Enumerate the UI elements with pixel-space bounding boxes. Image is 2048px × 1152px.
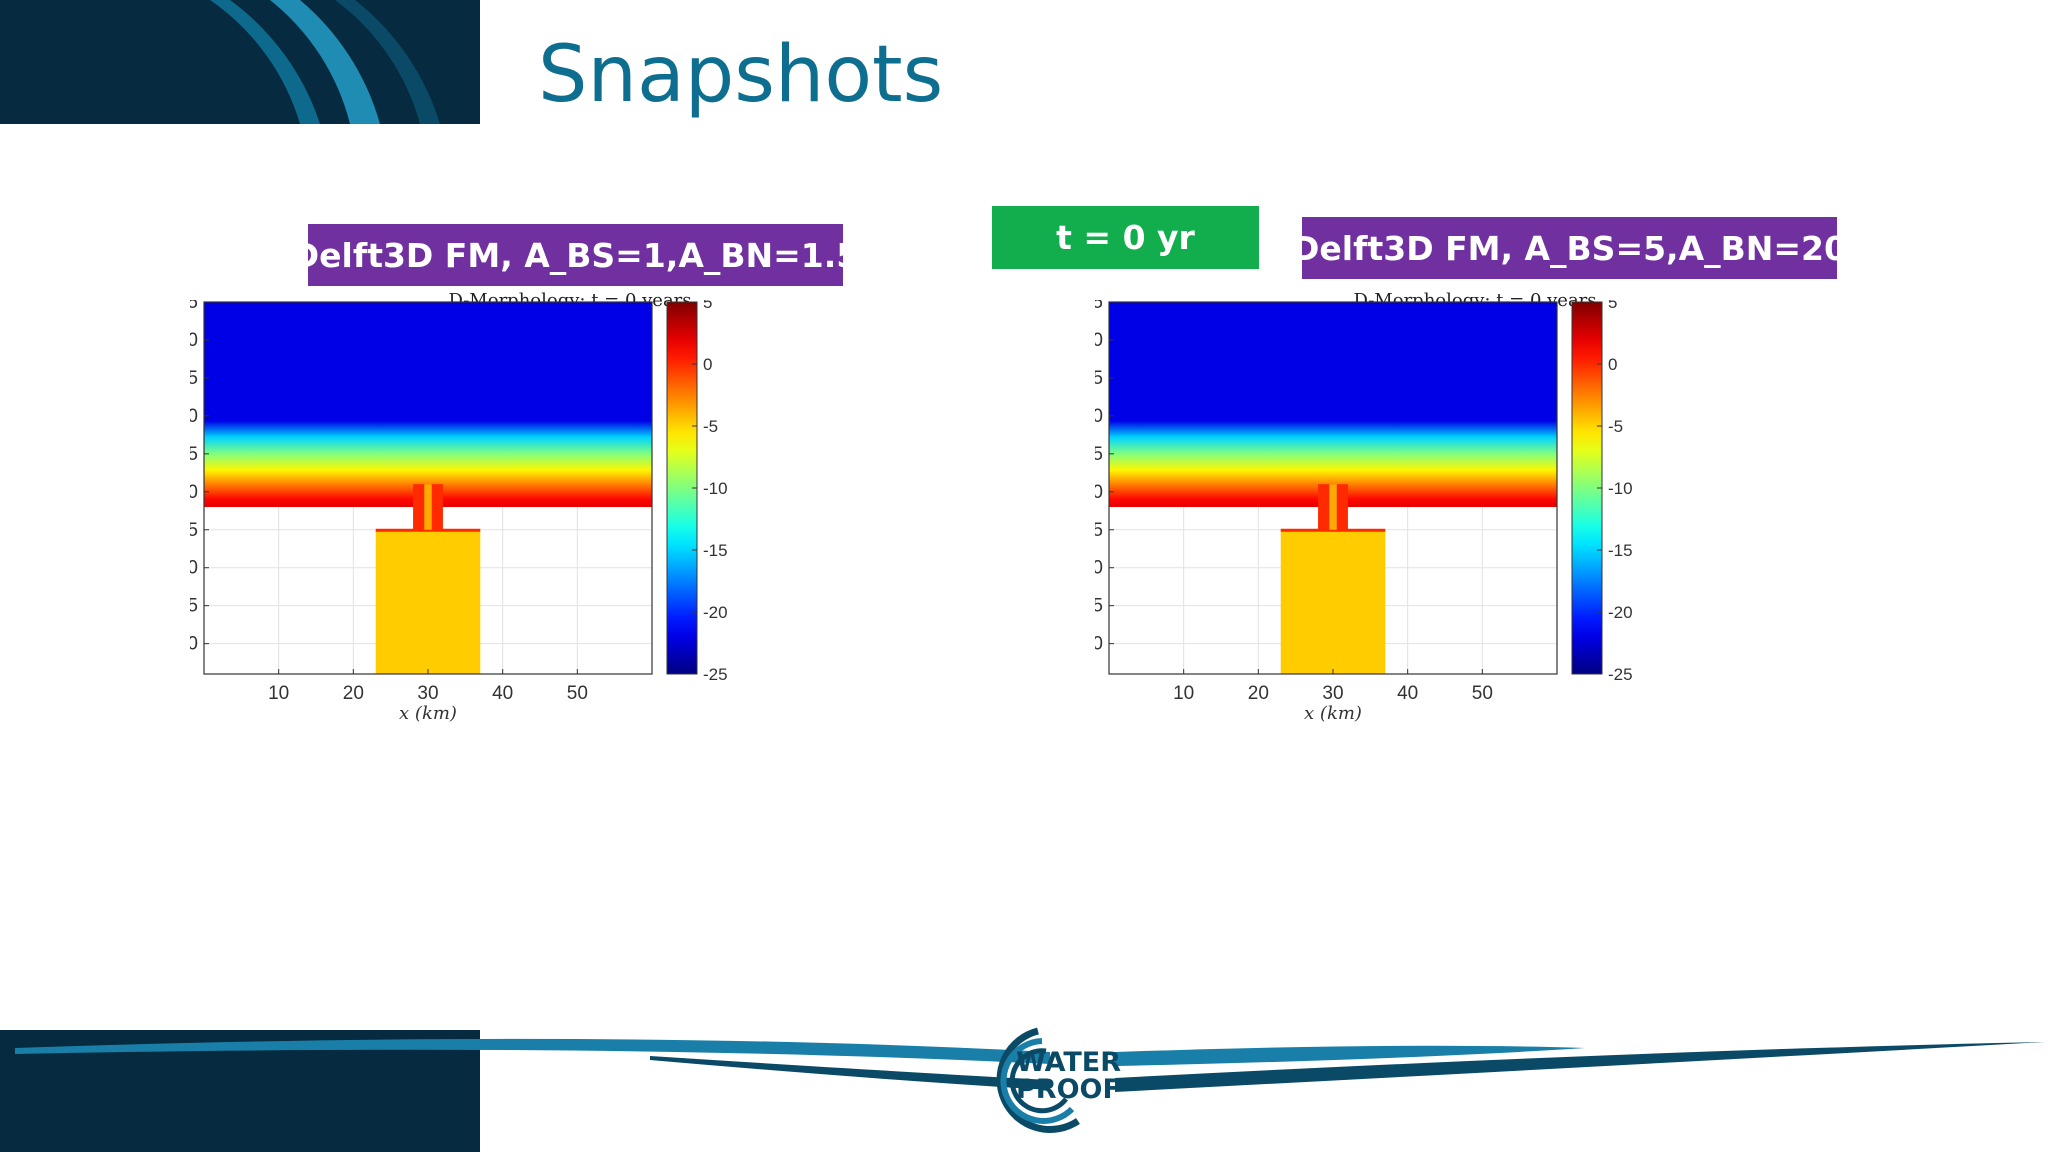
y-tick-label: 155 <box>1095 300 1103 313</box>
page-title: Snapshots <box>538 30 944 120</box>
colorbar-tick-label: -5 <box>703 417 718 436</box>
inlet-core <box>424 484 432 530</box>
inlet-core <box>1329 484 1337 530</box>
y-tick-label: 120 <box>1095 558 1103 579</box>
colorbar-tick-label: -25 <box>703 665 728 684</box>
colorbar-tick-label: 0 <box>703 355 712 374</box>
x-tick-label: 20 <box>1248 683 1269 704</box>
y-tick-label: 120 <box>190 558 198 579</box>
y-tick-label: 135 <box>1095 444 1103 465</box>
colorbar-tick-label: -15 <box>1608 541 1633 560</box>
y-tick-label: 115 <box>190 596 198 617</box>
logo-text-proof: PROOF <box>1016 1074 1121 1105</box>
colorbar-tick-label: 5 <box>1608 300 1617 312</box>
x-tick-label: 30 <box>417 683 438 704</box>
sea-region <box>1109 302 1557 507</box>
y-tick-label: 145 <box>1095 368 1103 389</box>
land-rim <box>375 528 481 532</box>
x-tick-label: 40 <box>1397 683 1418 704</box>
sea-region <box>204 302 652 507</box>
panel-right-banner: Delft3D FM, A_BS=5,A_BN=20 <box>1292 217 1847 279</box>
y-tick-label: 130 <box>1095 482 1103 503</box>
bathymetry-chart-left: 1020304050110115120125130135140145150155… <box>190 300 728 724</box>
bathymetry-chart-right: 1020304050110115120125130135140145150155… <box>1095 300 1633 724</box>
y-tick-label: 110 <box>1095 634 1103 655</box>
header-decoration <box>0 0 480 124</box>
time-badge: t = 0 yr <box>992 206 1259 269</box>
colorbar-tick-label: -20 <box>1608 603 1633 622</box>
y-tick-label: 125 <box>1095 520 1103 541</box>
x-tick-label: 20 <box>343 683 364 704</box>
y-tick-label: 115 <box>1095 596 1103 617</box>
x-tick-label: 30 <box>1322 683 1343 704</box>
y-tick-label: 155 <box>190 300 198 313</box>
land-rim <box>1280 528 1386 532</box>
y-tick-label: 110 <box>190 634 198 655</box>
logo-text-water: WATER <box>1016 1047 1122 1078</box>
y-tick-label: 125 <box>190 520 198 541</box>
y-tick-label: 140 <box>1095 406 1103 427</box>
colorbar-tick-label: -25 <box>1608 665 1633 684</box>
x-tick-label: 10 <box>1173 683 1194 704</box>
colorbar-tick-label: -5 <box>1608 417 1623 436</box>
land-block <box>1280 529 1386 674</box>
footer-decoration <box>0 1030 2045 1152</box>
x-tick-label: 10 <box>268 683 289 704</box>
y-tick-label: 150 <box>1095 330 1103 351</box>
colorbar-tick-label: -15 <box>703 541 728 560</box>
colorbar-tick-label: 0 <box>1608 355 1617 374</box>
y-tick-label: 130 <box>190 482 198 503</box>
colorbar-tick-label: -10 <box>703 479 728 498</box>
x-tick-label: 50 <box>1472 683 1493 704</box>
land-block <box>375 529 481 674</box>
x-tick-label: 50 <box>567 683 588 704</box>
x-tick-label: 40 <box>492 683 513 704</box>
panel-left-banner: Delft3D FM, A_BS=1,A_BN=1.5 <box>292 224 859 286</box>
x-axis-label: x (km) <box>1304 703 1362 724</box>
y-tick-label: 135 <box>190 444 198 465</box>
waterproof-logo-icon <box>996 1027 1080 1134</box>
colorbar-tick-label: -10 <box>1608 479 1633 498</box>
colorbar-tick-label: -20 <box>703 603 728 622</box>
y-tick-label: 150 <box>190 330 198 351</box>
y-tick-label: 145 <box>190 368 198 389</box>
x-axis-label: x (km) <box>399 703 457 724</box>
colorbar-tick-label: 5 <box>703 300 712 312</box>
y-tick-label: 140 <box>190 406 198 427</box>
